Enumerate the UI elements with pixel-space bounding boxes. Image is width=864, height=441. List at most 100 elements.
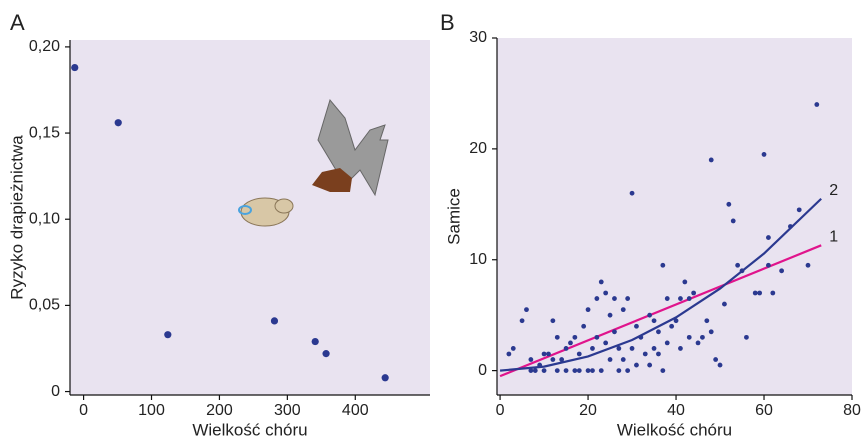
- fit-label: 2: [829, 182, 838, 199]
- frog-illustration: [238, 197, 294, 227]
- panel-label: A: [10, 10, 25, 35]
- x-tick-label: 0: [496, 402, 505, 419]
- x-tick-label: 100: [138, 402, 165, 419]
- point: [625, 296, 631, 301]
- point: [629, 346, 635, 351]
- point: [616, 368, 622, 374]
- point: [572, 334, 578, 340]
- point: [735, 262, 741, 268]
- point: [612, 296, 617, 301]
- point: [541, 351, 547, 357]
- point: [524, 307, 529, 313]
- point: [660, 368, 666, 374]
- point: [713, 357, 719, 362]
- point: [647, 312, 653, 318]
- point: [708, 157, 714, 163]
- point: [691, 290, 697, 296]
- point: [616, 346, 622, 351]
- plots: 0 100 200 300 40000,050,100,150,20AWielkość …: [7, 10, 861, 440]
- point: [656, 351, 661, 357]
- point: [164, 331, 172, 339]
- point: [788, 224, 793, 229]
- y-tick-label: 0,05: [29, 297, 60, 314]
- point: [686, 296, 692, 301]
- x-tick-label: 60: [755, 402, 773, 419]
- point: [528, 357, 534, 362]
- x-tick-label: 20: [579, 402, 597, 419]
- point: [625, 368, 631, 374]
- point: [607, 312, 613, 318]
- point: [322, 350, 330, 358]
- point: [770, 290, 776, 296]
- point: [664, 340, 670, 346]
- point: [532, 368, 538, 374]
- point: [814, 102, 820, 107]
- point: [638, 334, 644, 340]
- point: [757, 290, 763, 296]
- point: [114, 119, 122, 127]
- point: [678, 296, 683, 301]
- x-tick-label: 0: [79, 402, 88, 419]
- point: [576, 351, 582, 357]
- point: [704, 318, 710, 324]
- point: [563, 368, 569, 374]
- point: [559, 357, 565, 362]
- point: [700, 334, 705, 340]
- fit-label: 1: [829, 229, 838, 246]
- point: [779, 268, 785, 274]
- point: [568, 340, 573, 346]
- point: [506, 351, 512, 357]
- point: [537, 362, 543, 368]
- point: [682, 279, 688, 285]
- point: [686, 334, 692, 340]
- bat-illustration: [312, 98, 389, 197]
- y-axis-title: Ryzyko drapieżnictwa: [7, 135, 26, 300]
- point: [673, 318, 679, 324]
- point: [717, 362, 723, 368]
- point: [585, 368, 591, 374]
- y-tick-label: 0,15: [29, 124, 60, 141]
- point: [766, 262, 771, 268]
- point: [581, 323, 587, 329]
- point: [576, 368, 582, 374]
- point: [642, 351, 648, 357]
- point: [695, 340, 701, 346]
- point: [528, 368, 534, 374]
- fit-line: [499, 197, 822, 372]
- point: [510, 346, 516, 351]
- point: [739, 268, 745, 274]
- point: [766, 235, 771, 240]
- point: [554, 334, 560, 340]
- y-tick-label: 0,20: [29, 38, 60, 55]
- x-tick-label: 400: [342, 402, 369, 419]
- point: [678, 346, 683, 351]
- point: [563, 346, 569, 351]
- point: [550, 357, 556, 362]
- point: [590, 346, 595, 351]
- plot-background: [497, 38, 852, 395]
- point: [660, 262, 666, 268]
- point: [634, 323, 639, 329]
- point: [730, 218, 736, 224]
- point: [598, 279, 604, 285]
- point: [629, 190, 635, 196]
- y-tick-label: 10: [469, 251, 487, 268]
- y-tick-label: 0,10: [29, 210, 60, 227]
- point: [634, 362, 639, 368]
- point: [554, 368, 560, 374]
- point: [761, 152, 767, 157]
- point: [71, 63, 79, 72]
- point: [519, 318, 525, 324]
- panel-label: B: [440, 10, 455, 35]
- y-tick-label: 0: [51, 383, 60, 400]
- point: [607, 357, 613, 362]
- point: [708, 329, 714, 335]
- x-axis-title: Wielkość chóru: [617, 420, 732, 439]
- point: [664, 296, 670, 301]
- point: [752, 290, 758, 296]
- y-axis-title: Samice: [444, 188, 463, 245]
- y-tick-label: 30: [469, 29, 487, 46]
- point: [594, 334, 600, 340]
